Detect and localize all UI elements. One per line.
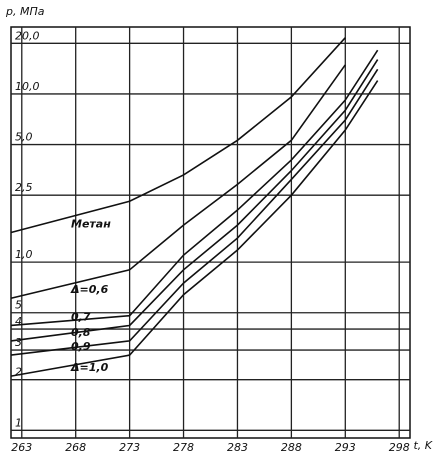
series-line <box>10 68 379 356</box>
series-line <box>10 59 379 342</box>
y-tick-label: 1,0 <box>15 248 33 261</box>
x-tick-label: 273 <box>119 441 140 454</box>
y-tick-label: 2,5 <box>15 181 33 194</box>
series-line <box>10 49 379 327</box>
x-tick-label: 283 <box>227 441 248 454</box>
x-tick-label: 278 <box>173 441 194 454</box>
series-label: Δ=0,6 <box>70 283 109 296</box>
x-tick-label: 268 <box>65 441 86 454</box>
y-tick-label: 5 <box>15 299 22 312</box>
series-label: 0,9 <box>71 340 91 353</box>
x-axis-label: t, K <box>413 439 432 452</box>
series-line <box>10 80 379 377</box>
series-line <box>10 64 346 299</box>
series-label: Δ=1,0 <box>70 361 109 374</box>
x-tick-label: 293 <box>335 441 356 454</box>
y-axis-label: p, МПа <box>5 5 45 18</box>
x-tick-label: 298 <box>389 441 410 454</box>
y-tick-label: 3 <box>15 336 22 349</box>
series-line <box>10 37 346 234</box>
y-tick-label: 20,0 <box>15 29 40 42</box>
y-tick-label: 2 <box>15 366 22 379</box>
y-tick-label: 5,0 <box>15 131 33 144</box>
x-tick-label: 263 <box>11 441 32 454</box>
series-label: Метан <box>71 218 111 231</box>
y-tick-label: 10,0 <box>15 80 40 93</box>
series-label: 0,8 <box>71 326 91 339</box>
y-tick-label: 1 <box>15 416 22 429</box>
x-tick-label: 288 <box>281 441 302 454</box>
y-tick-label: 4 <box>15 315 22 328</box>
series-label: 0,7 <box>71 310 91 323</box>
